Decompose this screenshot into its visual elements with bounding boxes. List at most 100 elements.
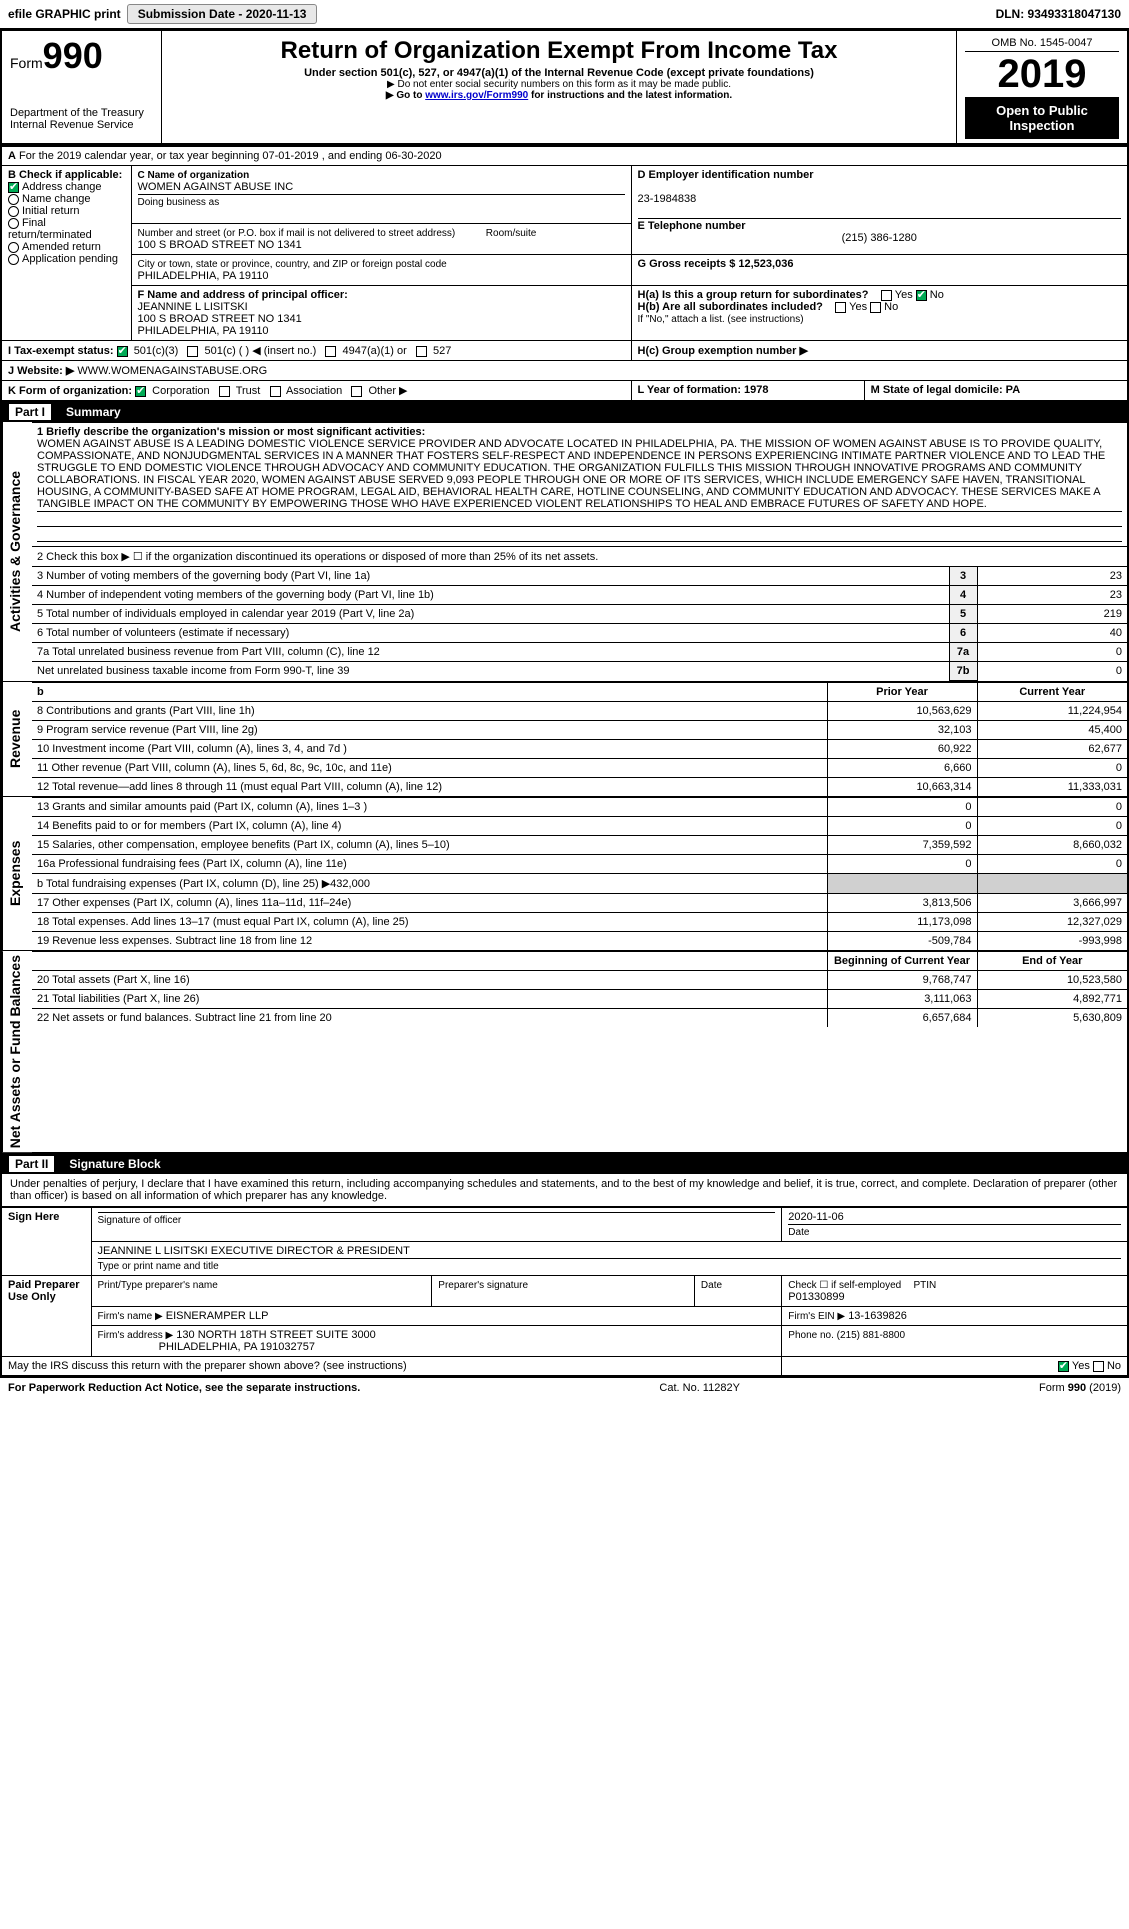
sign-here-label: Sign Here	[1, 1207, 91, 1276]
line21: 21 Total liabilities (Part X, line 26)	[32, 990, 827, 1009]
sig-officer-row: Signature of officer	[91, 1207, 782, 1242]
declaration-text: Under penalties of perjury, I declare th…	[0, 1174, 1129, 1206]
section-m: M State of legal domicile: PA	[864, 381, 1128, 402]
discuss-no[interactable]	[1093, 1361, 1104, 1372]
section-d-e: D Employer identification number 23-1984…	[631, 166, 1128, 255]
ha-yes[interactable]	[881, 290, 892, 301]
hb-no[interactable]	[870, 302, 881, 313]
line10: 10 Investment income (Part VIII, column …	[32, 740, 827, 759]
prep-sig-cell: Preparer's signature	[432, 1276, 695, 1307]
form-title: Return of Organization Exempt From Incom…	[170, 37, 948, 65]
row-a: A For the 2019 calendar year, or tax yea…	[1, 146, 1128, 166]
line17: 17 Other expenses (Part IX, column (A), …	[32, 894, 827, 913]
ssn-note: ▶ Do not enter social security numbers o…	[170, 79, 948, 90]
hb-yes[interactable]	[835, 302, 846, 313]
blank-b: b	[32, 683, 827, 702]
section-h: H(a) Is this a group return for subordin…	[631, 286, 1128, 341]
trust-checkbox[interactable]	[219, 386, 230, 397]
line12: 12 Total revenue—add lines 8 through 11 …	[32, 778, 827, 797]
netassets-section: Net Assets or Fund Balances Beginning of…	[0, 951, 1129, 1154]
line16b: b Total fundraising expenses (Part IX, c…	[32, 874, 827, 894]
discuss-cell: May the IRS discuss this return with the…	[1, 1357, 782, 1377]
discuss-yesno: Yes No	[782, 1357, 1128, 1377]
header-left: Form990 Department of the Treasury Inter…	[2, 31, 162, 143]
entity-info-table: A For the 2019 calendar year, or tax yea…	[0, 145, 1129, 402]
dln-label: DLN: 93493318047130	[996, 7, 1121, 21]
form-header: Form990 Department of the Treasury Inter…	[0, 29, 1129, 145]
cat-no: Cat. No. 11282Y	[659, 1382, 740, 1394]
prep-date-cell: Date	[694, 1276, 781, 1307]
firm-phone-cell: Phone no. (215) 881-8800	[782, 1326, 1128, 1357]
section-hc: H(c) Group exemption number ▶	[631, 341, 1128, 361]
line3: 3 Number of voting members of the govern…	[32, 567, 949, 586]
corp-checkbox[interactable]	[135, 386, 146, 397]
application-pending-checkbox[interactable]	[8, 254, 19, 265]
form-subtitle: Under section 501(c), 527, or 4947(a)(1)…	[170, 67, 948, 79]
submission-button[interactable]: Submission Date - 2020-11-13	[127, 4, 318, 24]
501c3-checkbox[interactable]	[117, 346, 128, 357]
open-public-label: Open to Public Inspection	[965, 97, 1119, 139]
assoc-checkbox[interactable]	[270, 386, 281, 397]
line22: 22 Net assets or fund balances. Subtract…	[32, 1009, 827, 1028]
link-note: ▶ Go to www.irs.gov/Form990 for instruct…	[170, 90, 948, 101]
other-checkbox[interactable]	[351, 386, 362, 397]
section-b: B Check if applicable: Address change Na…	[1, 166, 131, 341]
section-l: L Year of formation: 1978	[631, 381, 864, 402]
firm-name-cell: Firm's name ▶ EISNERAMPER LLP	[91, 1307, 782, 1326]
department-label: Department of the Treasury Internal Reve…	[10, 107, 153, 131]
line20: 20 Total assets (Part X, line 16)	[32, 971, 827, 990]
line4: 4 Number of independent voting members o…	[32, 586, 949, 605]
line5: 5 Total number of individuals employed i…	[32, 605, 949, 624]
addr-change-checkbox[interactable]	[8, 182, 19, 193]
line7a: 7a Total unrelated business revenue from…	[32, 643, 949, 662]
expenses-section: Expenses 13 Grants and similar amounts p…	[0, 797, 1129, 951]
discuss-yes[interactable]	[1058, 1361, 1069, 1372]
paperwork-notice: For Paperwork Reduction Act Notice, see …	[8, 1382, 360, 1394]
501c-checkbox[interactable]	[187, 346, 198, 357]
firm-addr-cell: Firm's address ▶ 130 NORTH 18TH STREET S…	[91, 1326, 782, 1357]
initial-return-checkbox[interactable]	[8, 206, 19, 217]
line16a: 16a Professional fundraising fees (Part …	[32, 855, 827, 874]
part1-header: Part ISummary	[0, 402, 1129, 422]
sig-date-row: 2020-11-06 Date	[782, 1207, 1128, 1242]
officer-typed-row: JEANNINE L LISITSKI EXECUTIVE DIRECTOR &…	[91, 1242, 1128, 1276]
ha-no[interactable]	[916, 290, 927, 301]
line6: 6 Total number of volunteers (estimate i…	[32, 624, 949, 643]
line9: 9 Program service revenue (Part VIII, li…	[32, 721, 827, 740]
side-activities: Activities & Governance	[2, 422, 32, 681]
final-return-checkbox[interactable]	[8, 218, 19, 229]
form-number: Form990	[10, 35, 153, 77]
irs-link[interactable]: www.irs.gov/Form990	[425, 90, 528, 101]
section-j: J Website: ▶ WWW.WOMENAGAINSTABUSE.ORG	[1, 361, 1128, 381]
efile-label: efile GRAPHIC print	[8, 7, 121, 21]
line13: 13 Grants and similar amounts paid (Part…	[32, 798, 827, 817]
part2-header: Part IISignature Block	[0, 1154, 1129, 1174]
omb-label: OMB No. 1545-0047	[965, 35, 1119, 52]
line11: 11 Other revenue (Part VIII, column (A),…	[32, 759, 827, 778]
paid-preparer-label: Paid Preparer Use Only	[1, 1276, 91, 1357]
side-expenses: Expenses	[2, 797, 32, 950]
section-c-name: C Name of organization WOMEN AGAINST ABU…	[131, 166, 631, 224]
line8: 8 Contributions and grants (Part VIII, l…	[32, 702, 827, 721]
side-revenue: Revenue	[2, 682, 32, 796]
top-bar: efile GRAPHIC print Submission Date - 20…	[0, 0, 1129, 29]
line14: 14 Benefits paid to or for members (Part…	[32, 817, 827, 836]
activities-section: Activities & Governance 1 Briefly descri…	[0, 422, 1129, 682]
line19: 19 Revenue less expenses. Subtract line …	[32, 932, 827, 951]
header-right: OMB No. 1545-0047 2019 Open to Public In…	[957, 31, 1127, 143]
section-c-street: Number and street (or P.O. box if mail i…	[131, 224, 631, 255]
side-netassets: Net Assets or Fund Balances	[2, 951, 32, 1152]
firm-ein-cell: Firm's EIN ▶ 13-1639826	[782, 1307, 1128, 1326]
footer: For Paperwork Reduction Act Notice, see …	[0, 1377, 1129, 1398]
name-change-checkbox[interactable]	[8, 194, 19, 205]
tax-year: 2019	[965, 52, 1119, 97]
section-k: K Form of organization: Corporation Trus…	[1, 381, 631, 402]
line15: 15 Salaries, other compensation, employe…	[32, 836, 827, 855]
line2: 2 Check this box ▶ ☐ if the organization…	[32, 547, 1127, 567]
print-name-cell: Print/Type preparer's name	[91, 1276, 432, 1307]
4947-checkbox[interactable]	[325, 346, 336, 357]
signature-table: Sign Here Signature of officer 2020-11-0…	[0, 1206, 1129, 1377]
amended-return-checkbox[interactable]	[8, 242, 19, 253]
section-g: G Gross receipts $ 12,523,036	[631, 255, 1128, 286]
527-checkbox[interactable]	[416, 346, 427, 357]
